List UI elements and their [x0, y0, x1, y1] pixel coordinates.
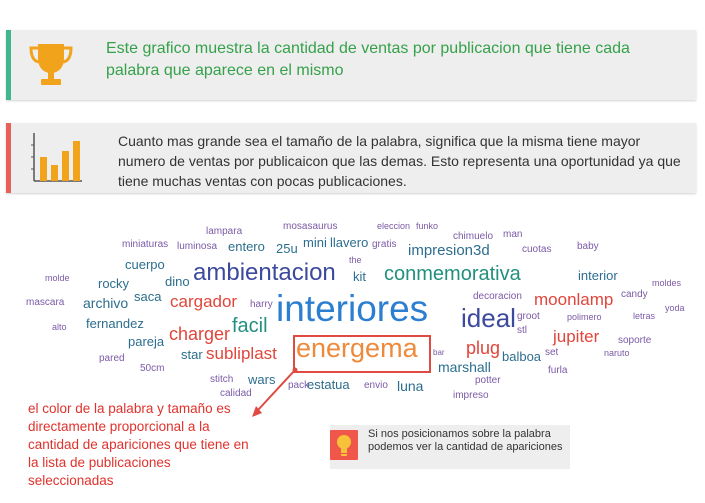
word-facil[interactable]: facil [232, 315, 268, 337]
word-luna[interactable]: luna [397, 378, 424, 394]
accent-bar [6, 30, 11, 100]
word-mini[interactable]: mini [303, 235, 327, 250]
word-50cm[interactable]: 50cm [140, 363, 165, 374]
word-energema[interactable]: energema [296, 333, 418, 363]
word-saca[interactable]: saca [134, 289, 162, 304]
word-ambientacion[interactable]: ambientacion [193, 259, 336, 286]
word-eleccion[interactable]: eleccion [377, 221, 411, 231]
trophy-icon [29, 44, 73, 85]
word-subliplast[interactable]: subliplast [206, 344, 277, 363]
info-text-size-meaning: Cuanto mas grande sea el tamaño de la pa… [118, 133, 681, 189]
word-mascara[interactable]: mascara [26, 297, 65, 308]
word-alto[interactable]: alto [52, 322, 67, 332]
lightbulb-icon [330, 430, 358, 460]
word-stl[interactable]: stl [517, 325, 527, 336]
word-moldes[interactable]: moldes [652, 278, 682, 288]
highlight-box [293, 335, 431, 373]
info-text-sales: Este grafico muestra la cantidad de vent… [106, 40, 630, 79]
word-soporte[interactable]: soporte [618, 335, 652, 346]
word-set[interactable]: set [545, 347, 559, 358]
word-kit[interactable]: kit [353, 269, 366, 284]
word-furla[interactable]: furla [548, 365, 568, 376]
word-naruto[interactable]: naruto [604, 348, 630, 358]
word-baby[interactable]: baby [577, 241, 599, 252]
word-impreso[interactable]: impreso [453, 390, 489, 401]
info-box-sales: Este grafico muestra la cantidad de vent… [6, 30, 696, 100]
word-the[interactable]: the [349, 255, 362, 265]
word-interior[interactable]: interior [578, 268, 618, 283]
word-balboa[interactable]: balboa [502, 349, 542, 364]
bar-chart-icon [31, 133, 82, 182]
word-chimuelo[interactable]: chimuelo [453, 231, 494, 242]
word-calidad[interactable]: calidad [220, 388, 252, 399]
word-wars[interactable]: wars [248, 372, 276, 387]
word-plug[interactable]: plug [466, 338, 501, 358]
word-mosasaurus[interactable]: mosasaurus [283, 221, 338, 232]
word-estatua[interactable]: estatua [307, 377, 350, 392]
word-cuotas[interactable]: cuotas [522, 244, 552, 255]
word-pareja[interactable]: pareja [128, 334, 165, 349]
word-luminosa[interactable]: luminosa [177, 241, 218, 252]
word-charger[interactable]: charger [169, 324, 231, 344]
word-25u[interactable]: 25u [276, 241, 298, 256]
word-interiores[interactable]: interiores [276, 288, 429, 329]
word-llavero[interactable]: llavero [330, 235, 369, 250]
word-moonlamp[interactable]: moonlamp [534, 290, 614, 309]
word-gratis[interactable]: gratis [372, 239, 397, 250]
word-stitch[interactable]: stitch [210, 374, 234, 385]
annotation-text: el color de la palabra y tamaño es direc… [28, 401, 249, 488]
word-fernandez[interactable]: fernandez [86, 316, 144, 331]
word-funko[interactable]: funko [416, 221, 439, 231]
word-pack[interactable]: pack [288, 380, 310, 391]
word-harry[interactable]: harry [250, 299, 273, 310]
tip-text: Si nos posicionamos sobre la palabra pod… [368, 428, 563, 453]
word-bar[interactable]: bar [433, 348, 445, 357]
word-conmemorativa[interactable]: conmemorativa [384, 263, 521, 285]
word-jupiter[interactable]: jupiter [553, 327, 600, 346]
word-impresion3d[interactable]: impresion3d [408, 242, 490, 259]
word-candy[interactable]: candy [621, 289, 648, 300]
word-archivo[interactable]: archivo [83, 295, 129, 311]
word-pared[interactable]: pared [99, 353, 125, 364]
word-man[interactable]: man [503, 229, 523, 240]
word-miniaturas[interactable]: miniaturas [122, 239, 169, 250]
word-marshall[interactable]: marshall [438, 359, 491, 375]
word-entero[interactable]: entero [228, 239, 265, 254]
word-polimero[interactable]: polimero [567, 312, 602, 322]
info-box-size-meaning: Cuanto mas grande sea el tamaño de la pa… [6, 123, 696, 193]
word-yoda[interactable]: yoda [665, 303, 685, 313]
tip-box: Si nos posicionamos sobre la palabra pod… [330, 425, 570, 469]
word-rocky[interactable]: rocky [98, 276, 130, 291]
word-letras[interactable]: letras [633, 311, 656, 321]
word-dino[interactable]: dino [165, 274, 190, 289]
word-lampara[interactable]: lampara [206, 226, 243, 237]
word-potter[interactable]: potter [475, 375, 501, 386]
word-ideal[interactable]: ideal [461, 303, 516, 333]
word-groot[interactable]: groot [517, 311, 540, 322]
word-star[interactable]: star [181, 347, 203, 362]
word-molde[interactable]: molde [45, 273, 70, 283]
word-envio[interactable]: envio [364, 380, 388, 391]
word-decoracion[interactable]: decoracion [473, 291, 522, 302]
accent-bar [6, 123, 11, 193]
word-cargador[interactable]: cargador [170, 292, 238, 311]
word-cuerpo[interactable]: cuerpo [125, 257, 165, 272]
